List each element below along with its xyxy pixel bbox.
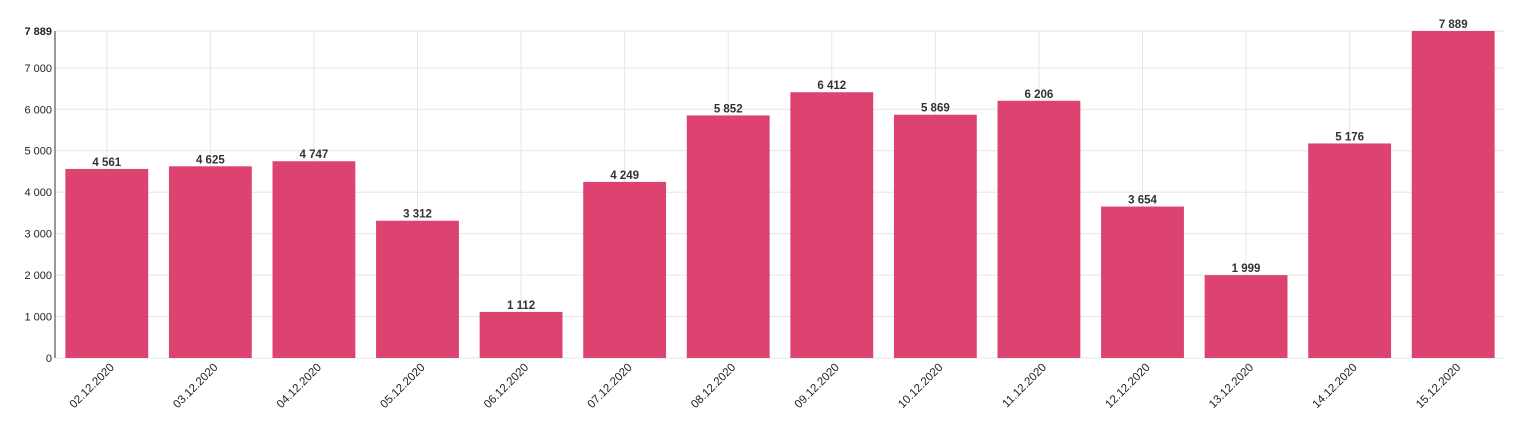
y-tick-label: 2 000 [24,270,52,282]
x-axis: 02.12.2020 03.12.2020 04.12.2020 05.12.2020… [68,362,1464,411]
data-label: 4 249 [610,170,639,182]
x-tick-label: 08.12.2020 [689,362,738,411]
data-label: 7 889 [1439,19,1468,31]
x-tick-label: 15.12.2020 [1414,362,1463,411]
bar [168,166,252,358]
x-tick-label: 12.12.2020 [1103,362,1152,411]
bar [997,100,1081,358]
data-label: 4 625 [196,154,225,166]
data-label: 3 654 [1128,195,1157,207]
x-tick-label: 05.12.2020 [378,362,427,411]
x-tick-label: 11.12.2020 [1000,362,1049,411]
y-tick-label: 6 000 [24,104,52,116]
y-tick-label: 0 [46,353,52,365]
x-tick-label: 02.12.2020 [68,362,117,411]
x-tick-label: 06.12.2020 [482,362,531,411]
data-label: 1 112 [507,300,535,312]
data-label: 5 869 [921,103,950,115]
x-tick-label: 10.12.2020 [896,362,945,411]
data-label: 5 176 [1335,131,1364,143]
y-tick-label: 4 000 [24,187,52,199]
y-axis: 0 1 000 2 000 3 000 4 000 5 000 6 000 7 000 7 88… [24,26,52,365]
bar [479,311,563,358]
y-tick-label: 5 000 [24,146,52,158]
bar [583,181,667,358]
data-label: 3 312 [403,209,432,221]
x-tick-label: 07.12.2020 [586,362,635,411]
data-label: 4 561 [92,157,121,169]
y-tick-label: 3 000 [24,229,52,241]
x-tick-label: 04.12.2020 [275,362,324,411]
x-tick-label: 09.12.2020 [793,362,842,411]
x-tick-label: 03.12.2020 [171,362,220,411]
bar [1308,143,1392,358]
y-tick-label: 7 889 [24,26,52,38]
x-tick-label: 13.12.2020 [1207,362,1256,411]
data-label: 6 412 [817,80,846,92]
bar [1101,206,1184,358]
bar [272,161,356,358]
bar [893,114,977,358]
bar [686,115,770,358]
data-label: 4 747 [300,149,329,161]
bar [65,168,149,358]
bar [376,220,459,358]
y-tick-label: 1 000 [24,312,52,324]
bars [65,31,1495,358]
bar [1204,275,1288,358]
x-tick-label: 14.12.2020 [1311,362,1360,411]
bar [1411,31,1495,358]
data-label: 5 852 [714,103,743,115]
y-tick-label: 7 000 [24,63,52,75]
data-label: 1 999 [1232,263,1261,275]
data-label: 6 206 [1025,89,1054,101]
bar [790,92,874,358]
data-labels: 4 561 4 625 4 747 3 312 1 112 4 249 5 852 6 412… [92,19,1467,312]
